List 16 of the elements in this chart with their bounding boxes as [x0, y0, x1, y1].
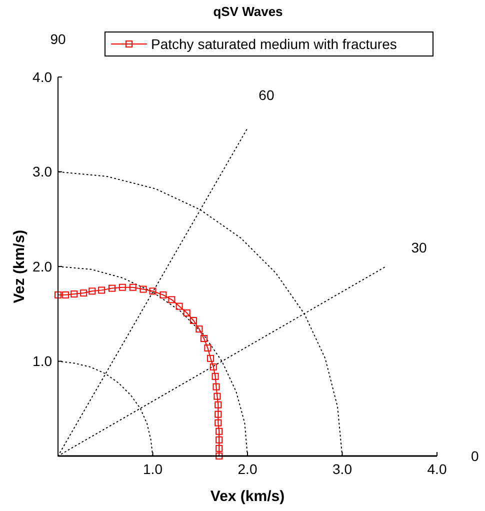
text: 90: [50, 31, 66, 47]
annotation: 30: [411, 239, 428, 256]
x-tick-label: 1.0: [143, 461, 163, 477]
annotation: 60: [258, 86, 274, 103]
legend-label: Patchy saturated medium with fractures: [151, 36, 397, 52]
text: 0: [471, 448, 479, 464]
x-tick-label: 3.0: [332, 461, 352, 477]
x-tick-label: 2.0: [238, 461, 258, 477]
y-tick-label: 4.0: [32, 68, 52, 85]
y-tick-label: 2.0: [32, 258, 52, 274]
chart-title: qSV Waves: [213, 4, 283, 19]
y-axis-title: Vez (km/s): [11, 230, 28, 304]
x-axis-title: Vex (km/s): [210, 488, 285, 505]
x-tick-label: 4.0: [427, 461, 447, 477]
y-tick-label: 3.0: [32, 164, 52, 180]
y-tick-label: 1.0: [32, 353, 52, 370]
